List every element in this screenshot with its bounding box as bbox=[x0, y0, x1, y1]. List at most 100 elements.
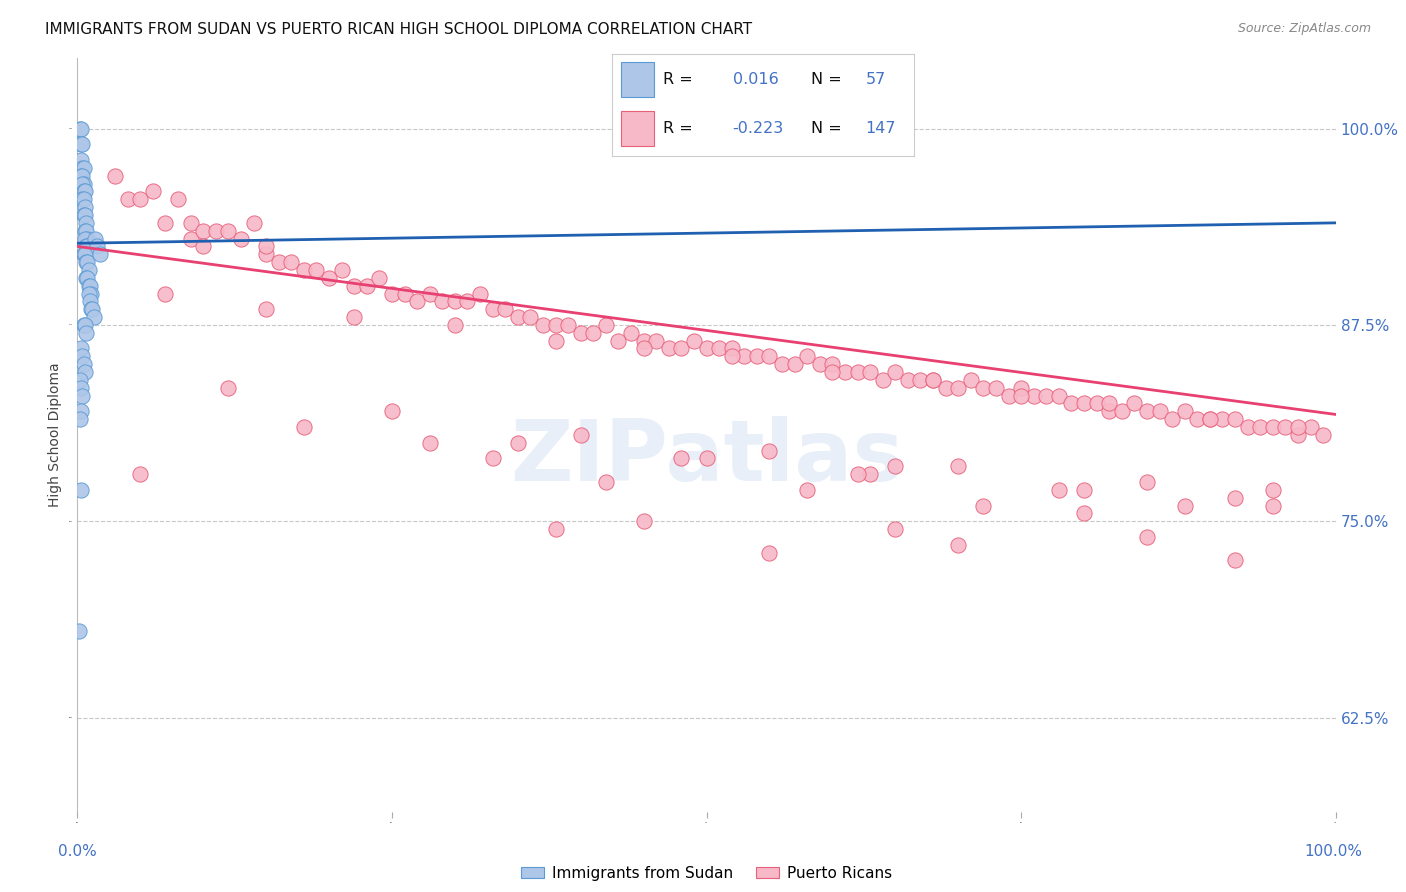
Point bbox=[696, 342, 718, 356]
Point bbox=[569, 326, 592, 340]
Point bbox=[997, 388, 1019, 402]
Point bbox=[381, 286, 404, 301]
Point bbox=[75, 326, 97, 340]
Point bbox=[1149, 404, 1171, 418]
Text: N =: N = bbox=[811, 121, 842, 136]
Point bbox=[582, 326, 605, 340]
Point bbox=[620, 326, 643, 340]
Point bbox=[82, 302, 104, 317]
Point bbox=[72, 318, 94, 332]
Point bbox=[1123, 396, 1146, 410]
Text: Source: ZipAtlas.com: Source: ZipAtlas.com bbox=[1237, 22, 1371, 36]
Point bbox=[1261, 483, 1284, 497]
Point bbox=[645, 334, 668, 348]
Point bbox=[910, 373, 932, 387]
Point bbox=[1060, 396, 1083, 410]
Point bbox=[70, 153, 93, 167]
Point bbox=[468, 286, 491, 301]
Point bbox=[75, 239, 97, 253]
Point bbox=[544, 318, 567, 332]
Point bbox=[70, 483, 93, 497]
Point bbox=[808, 357, 831, 371]
Point bbox=[683, 334, 706, 348]
Point bbox=[796, 483, 818, 497]
Point bbox=[1236, 420, 1258, 434]
Point bbox=[506, 435, 529, 450]
Point bbox=[73, 200, 96, 214]
Point bbox=[846, 467, 869, 482]
Point bbox=[1085, 396, 1108, 410]
Point bbox=[254, 302, 277, 317]
Point bbox=[70, 137, 93, 152]
Point bbox=[72, 388, 94, 402]
Point bbox=[707, 342, 730, 356]
Point bbox=[356, 278, 378, 293]
Point bbox=[79, 294, 101, 309]
Point bbox=[368, 270, 391, 285]
Point bbox=[73, 224, 96, 238]
Point bbox=[80, 302, 103, 317]
Point bbox=[1073, 507, 1095, 521]
Point bbox=[633, 342, 655, 356]
Text: 147: 147 bbox=[866, 121, 896, 136]
Point bbox=[75, 224, 97, 238]
Point bbox=[1073, 483, 1095, 497]
Point bbox=[935, 381, 957, 395]
Point bbox=[444, 294, 467, 309]
Point bbox=[75, 255, 97, 269]
Point bbox=[1249, 420, 1271, 434]
Point bbox=[834, 365, 856, 379]
Point bbox=[394, 286, 416, 301]
Point bbox=[1223, 553, 1246, 567]
Point bbox=[1047, 483, 1070, 497]
Point bbox=[1223, 491, 1246, 505]
Point bbox=[180, 216, 202, 230]
Point bbox=[191, 239, 215, 253]
Point bbox=[1174, 404, 1197, 418]
Point bbox=[1174, 499, 1197, 513]
Point bbox=[1261, 499, 1284, 513]
Point bbox=[544, 522, 567, 536]
Point bbox=[76, 255, 98, 269]
Point bbox=[406, 294, 429, 309]
Legend: Immigrants from Sudan, Puerto Ricans: Immigrants from Sudan, Puerto Ricans bbox=[515, 860, 898, 887]
Point bbox=[922, 373, 945, 387]
Point bbox=[72, 185, 94, 199]
Point bbox=[73, 185, 96, 199]
Point bbox=[73, 208, 96, 222]
Point bbox=[595, 475, 617, 489]
Point bbox=[86, 239, 108, 253]
Point bbox=[72, 208, 94, 222]
Point bbox=[84, 231, 107, 245]
Text: R =: R = bbox=[664, 71, 693, 87]
Point bbox=[217, 381, 239, 395]
Point bbox=[770, 357, 793, 371]
Point bbox=[733, 349, 755, 363]
Point bbox=[69, 373, 91, 387]
Point bbox=[1312, 427, 1334, 442]
Point bbox=[758, 546, 780, 560]
Point bbox=[155, 216, 177, 230]
Point bbox=[73, 247, 96, 261]
Point bbox=[1299, 420, 1322, 434]
Point bbox=[70, 169, 93, 183]
Point bbox=[1211, 412, 1233, 426]
Point bbox=[73, 318, 96, 332]
Point bbox=[720, 342, 742, 356]
Point bbox=[1010, 388, 1032, 402]
Point bbox=[254, 247, 277, 261]
Point bbox=[494, 302, 516, 317]
Point bbox=[318, 270, 340, 285]
Point bbox=[758, 349, 780, 363]
Point bbox=[821, 357, 844, 371]
Text: 57: 57 bbox=[866, 71, 886, 87]
Point bbox=[872, 373, 894, 387]
Point bbox=[456, 294, 478, 309]
Point bbox=[419, 286, 441, 301]
Point bbox=[1010, 381, 1032, 395]
Text: 0.0%: 0.0% bbox=[58, 845, 97, 859]
Point bbox=[671, 342, 693, 356]
Point bbox=[69, 412, 91, 426]
Point bbox=[972, 381, 994, 395]
Point bbox=[1098, 404, 1121, 418]
